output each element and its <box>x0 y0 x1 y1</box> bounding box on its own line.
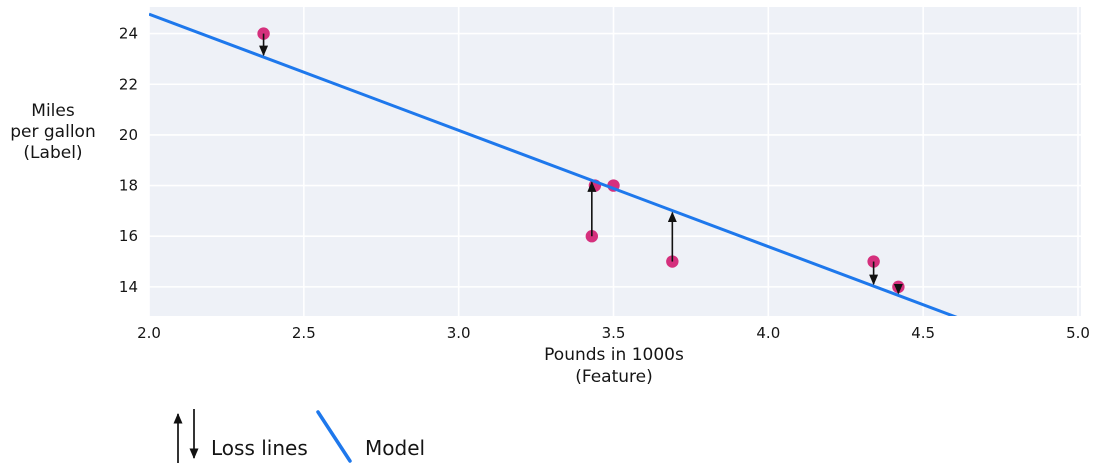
model-line <box>149 12 958 316</box>
y-tick-label: 18 <box>119 177 138 195</box>
x-axis-label-line: Pounds in 1000s <box>544 345 684 365</box>
y-axis-label-line: per gallon <box>10 122 96 142</box>
x-tick-label: 2.0 <box>137 324 161 342</box>
x-tick-label: 3.5 <box>602 324 626 342</box>
plot-background <box>149 7 1081 316</box>
x-axis-label-line: (Feature) <box>575 367 653 387</box>
y-tick-label: 16 <box>119 227 138 245</box>
y-tick-label: 14 <box>119 278 138 296</box>
y-axis-label-line: (Label) <box>23 143 83 163</box>
x-tick-label: 4.5 <box>911 324 935 342</box>
legend-label-model: Model <box>365 436 426 460</box>
x-axis-label: Pounds in 1000s (Feature) <box>463 344 765 388</box>
loss-lines-icon <box>173 409 199 463</box>
legend-label-loss-lines: Loss lines <box>211 436 308 460</box>
y-axis-label-line: Miles <box>31 101 75 121</box>
x-tick-label: 3.0 <box>447 324 471 342</box>
y-tick-label: 20 <box>119 126 138 144</box>
model-line-icon <box>316 410 352 463</box>
x-tick-label: 4.0 <box>756 324 780 342</box>
y-tick-label: 22 <box>119 75 138 93</box>
y-axis-label: Miles per gallon (Label) <box>0 101 106 164</box>
y-tick-label: 24 <box>119 25 138 43</box>
x-tick-label: 5.0 <box>1066 324 1090 342</box>
x-tick-label: 2.5 <box>292 324 316 342</box>
